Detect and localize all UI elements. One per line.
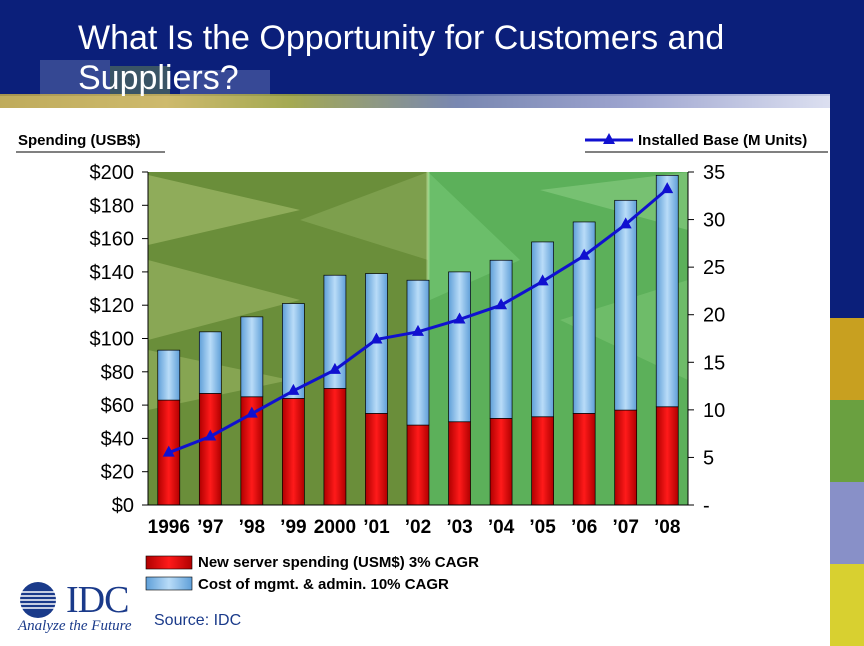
left-axis: $0 $20 $40 $60 $80 $100 $120 $140 $160 $180 $200 — [90, 162, 149, 517]
x-tick-label: ’02 — [405, 517, 431, 538]
line-legend: Installed Base (M Units) — [585, 132, 828, 153]
header-decoration — [40, 60, 270, 96]
logo-tagline: Analyze the Future — [18, 618, 132, 634]
line-point-marker — [162, 445, 175, 457]
bar-new-server — [531, 416, 554, 506]
bar-mgmt-cost — [572, 221, 596, 414]
bar-new-server — [614, 409, 638, 506]
line-point-marker — [536, 274, 549, 286]
bar-mgmt-cost — [365, 273, 388, 414]
sidebar-block — [830, 400, 864, 482]
bar-new-server — [655, 406, 679, 506]
bar-mgmt-cost — [614, 199, 638, 411]
bar-new-server — [572, 413, 596, 506]
line-point-marker — [453, 312, 466, 324]
x-tick-label: 2000 — [314, 517, 356, 538]
x-tick-label: 1996 — [148, 517, 190, 538]
x-tick-label: ’03 — [446, 517, 472, 538]
left-tick-label: $140 — [90, 262, 135, 284]
left-tick-label: $20 — [101, 462, 134, 484]
installed-base-line — [162, 182, 674, 457]
x-tick-label: ’99 — [280, 517, 306, 538]
x-tick-label: ’04 — [488, 517, 515, 538]
left-tick-label: $80 — [101, 362, 134, 384]
left-tick-label: $160 — [90, 229, 135, 251]
right-tick-label: 10 — [703, 400, 725, 422]
x-tick-label: ’06 — [571, 517, 597, 538]
right-tick-label: 15 — [703, 352, 725, 374]
page-title: What Is the Opportunity for Customers an… — [78, 19, 725, 97]
bar-new-server — [365, 413, 388, 506]
left-axis-title: Spending (USB$) — [18, 132, 141, 149]
bar-new-server — [323, 388, 347, 506]
legend-triangle-marker — [603, 133, 615, 144]
bar-mgmt-cost — [531, 241, 554, 418]
sidebar-block — [830, 564, 864, 646]
right-tick-label: 5 — [703, 447, 714, 469]
sidebar-block — [830, 482, 864, 564]
x-tick-label: ’07 — [612, 517, 638, 538]
bar-mgmt-cost — [240, 316, 264, 398]
line-point-marker — [578, 248, 591, 260]
bar-new-server — [198, 393, 222, 506]
left-tick-label: $60 — [101, 395, 134, 417]
line-point-marker — [412, 324, 424, 336]
bar-mgmt-cost — [406, 279, 430, 426]
right-tick-label: 25 — [703, 257, 725, 279]
line-point-marker — [661, 182, 674, 194]
legend-swatch-blue — [145, 576, 193, 591]
legend-label-mgmt-cost: Cost of mgmt. & admin. 10% CAGR — [198, 576, 449, 593]
right-tick-label: 30 — [703, 210, 725, 232]
bar-new-server — [448, 421, 471, 506]
left-tick-label: $120 — [90, 295, 135, 317]
sidebar-block — [830, 318, 864, 400]
x-tick-label: ’97 — [197, 517, 223, 538]
bar-new-server — [282, 398, 305, 506]
bar-mgmt-cost — [198, 331, 222, 394]
left-tick-label: $180 — [90, 195, 135, 217]
bar-new-server — [406, 424, 430, 506]
line-point-marker — [619, 217, 632, 229]
bars — [157, 174, 679, 506]
line-point-marker — [204, 429, 217, 441]
bar-mgmt-cost — [323, 274, 347, 389]
line-point-marker — [370, 332, 383, 344]
bar-mgmt-cost — [489, 259, 513, 419]
legend-label-new-server: New server spending (USM$) 3% CAGR — [198, 554, 479, 571]
right-tick-label: 20 — [703, 305, 725, 327]
left-tick-label: $40 — [101, 428, 134, 450]
bar-mgmt-cost — [448, 271, 471, 423]
bar-mgmt-cost — [157, 349, 181, 401]
line-point-marker — [245, 406, 258, 418]
legend-line-label: Installed Base (M Units) — [638, 132, 807, 149]
bar-mgmt-cost — [282, 303, 305, 399]
right-tick-label: 35 — [703, 162, 725, 184]
source-note: Source: IDC — [154, 612, 242, 629]
x-axis: 1996 ’97 ’98 ’99 2000 ’01 ’02 ’03 ’04 ’05 ’06 ’07 ’0… — [148, 504, 688, 538]
idc-logo — [20, 582, 56, 618]
right-axis: - 5 10 15 20 25 30 35 — [687, 162, 725, 517]
left-tick-label: $0 — [112, 495, 134, 517]
bar-new-server — [489, 418, 513, 506]
x-tick-label: ’08 — [654, 517, 680, 538]
left-tick-label: $200 — [90, 162, 135, 184]
line-point-marker — [328, 362, 341, 374]
logo-text: IDC — [66, 579, 129, 621]
header-stripe — [0, 94, 830, 108]
line-point-marker — [287, 383, 300, 395]
x-tick-label: ’98 — [239, 517, 265, 538]
chart-area: Spending (USB$) Installed Base (M Units)… — [16, 132, 828, 593]
legend-swatch-red — [145, 555, 193, 570]
line-point-marker — [495, 298, 508, 310]
x-tick-label: ’05 — [529, 517, 556, 538]
bar-mgmt-cost — [655, 174, 679, 408]
left-tick-label: $100 — [90, 329, 135, 351]
x-tick-label: ’01 — [363, 517, 390, 538]
bar-legend: New server spending (USM$) 3% CAGR Cost … — [145, 554, 479, 593]
right-tick-label: - — [703, 495, 710, 517]
